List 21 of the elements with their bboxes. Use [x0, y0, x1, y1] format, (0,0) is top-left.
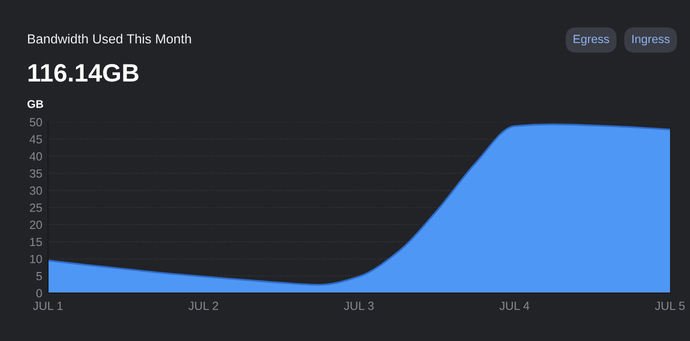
- y-tick-label: 45: [30, 135, 42, 144]
- y-tick-label: 50: [30, 118, 42, 126]
- y-tick-label: 0: [36, 289, 42, 298]
- chart-title: Bandwidth Used This Month: [28, 34, 191, 44]
- y-tick-label: 10: [30, 254, 42, 264]
- y-tick-label: 35: [30, 169, 42, 178]
- text: Ingress: [632, 34, 670, 46]
- y-axis-title: GB: [27, 100, 44, 108]
- x-tick-label: JUL 5: [654, 302, 685, 310]
- text: Egress: [574, 34, 610, 46]
- y-tick-label: 20: [30, 220, 42, 229]
- x-tick-label: JUL 4: [499, 302, 530, 310]
- y-tick-label: 30: [30, 186, 42, 195]
- x-tick-label: JUL 2: [188, 302, 218, 310]
- y-tick-label: 40: [30, 152, 42, 161]
- x-tick-label: JUL 1: [32, 302, 63, 310]
- chart-subtitle: 116.14GB: [28, 64, 138, 82]
- x-tick-label: JUL 3: [344, 302, 374, 310]
- y-tick-label: 25: [30, 204, 42, 212]
- y-tick-label: 5: [36, 272, 42, 280]
- y-tick-label: 15: [30, 238, 42, 246]
